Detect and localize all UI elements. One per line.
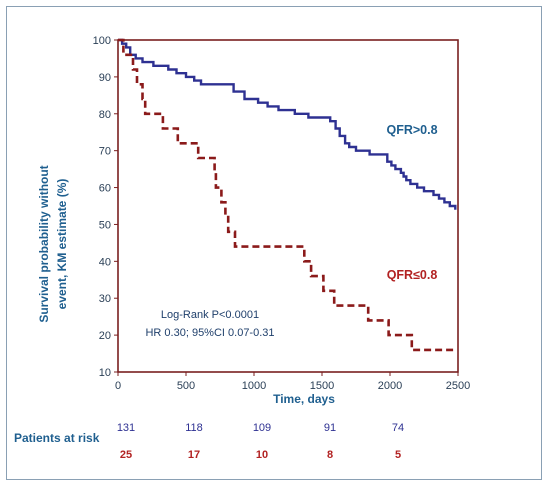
x-tick-label: 2000 (378, 380, 402, 392)
series-group (118, 38, 457, 352)
risk-table: 131 118 109 91 74 25 17 10 8 5 (117, 422, 404, 461)
x-tick-label: 0 (115, 380, 121, 392)
x-tick-label: 1000 (242, 380, 266, 392)
y-tick-label: 60 (99, 183, 111, 195)
km-curve-qfr-high (118, 38, 457, 210)
patients-at-risk-label: Patients at risk (14, 431, 100, 445)
x-tick-label: 2500 (446, 380, 470, 392)
y-axis-title-line2: event, KM estimate (%) (55, 179, 69, 310)
x-axis-title: Time, days (273, 392, 335, 406)
y-tick-label: 90 (99, 72, 111, 84)
y-tick-label: 50 (99, 219, 111, 231)
y-tick-label: 100 (93, 35, 111, 47)
risk-count: 131 (117, 422, 135, 434)
risk-count: 17 (188, 449, 200, 461)
risk-count: 10 (256, 449, 268, 461)
hr-annotation: HR 0.30; 95%CI 0.07-0.31 (145, 327, 274, 339)
y-axis-title: Survival probability without event, KM e… (37, 165, 69, 322)
risk-count: 74 (392, 422, 404, 434)
risk-count: 25 (120, 449, 132, 461)
x-tick-label: 1500 (310, 380, 334, 392)
series-label-qfr-high: QFR>0.8 (386, 123, 437, 137)
y-tick-label: 10 (99, 367, 111, 379)
x-tick-label: 500 (177, 380, 195, 392)
y-tick-label: 80 (99, 109, 111, 121)
y-axis-title-line1: Survival probability without (37, 165, 51, 322)
km-curve-qfr-low (118, 38, 456, 352)
plot-area (117, 39, 459, 373)
risk-count: 91 (324, 422, 336, 434)
plot-border (117, 39, 459, 373)
y-tick-label: 20 (99, 330, 111, 342)
risk-count: 8 (327, 449, 333, 461)
series-label-qfr-low: QFR≤0.8 (387, 268, 438, 282)
risk-count: 118 (185, 422, 203, 434)
y-tick-label: 30 (99, 293, 111, 305)
y-tick-label: 70 (99, 146, 111, 158)
risk-count: 109 (253, 422, 271, 434)
risk-count: 5 (395, 449, 401, 461)
logrank-annotation: Log-Rank P<0.0001 (161, 309, 259, 321)
y-tick-label: 40 (99, 256, 111, 268)
